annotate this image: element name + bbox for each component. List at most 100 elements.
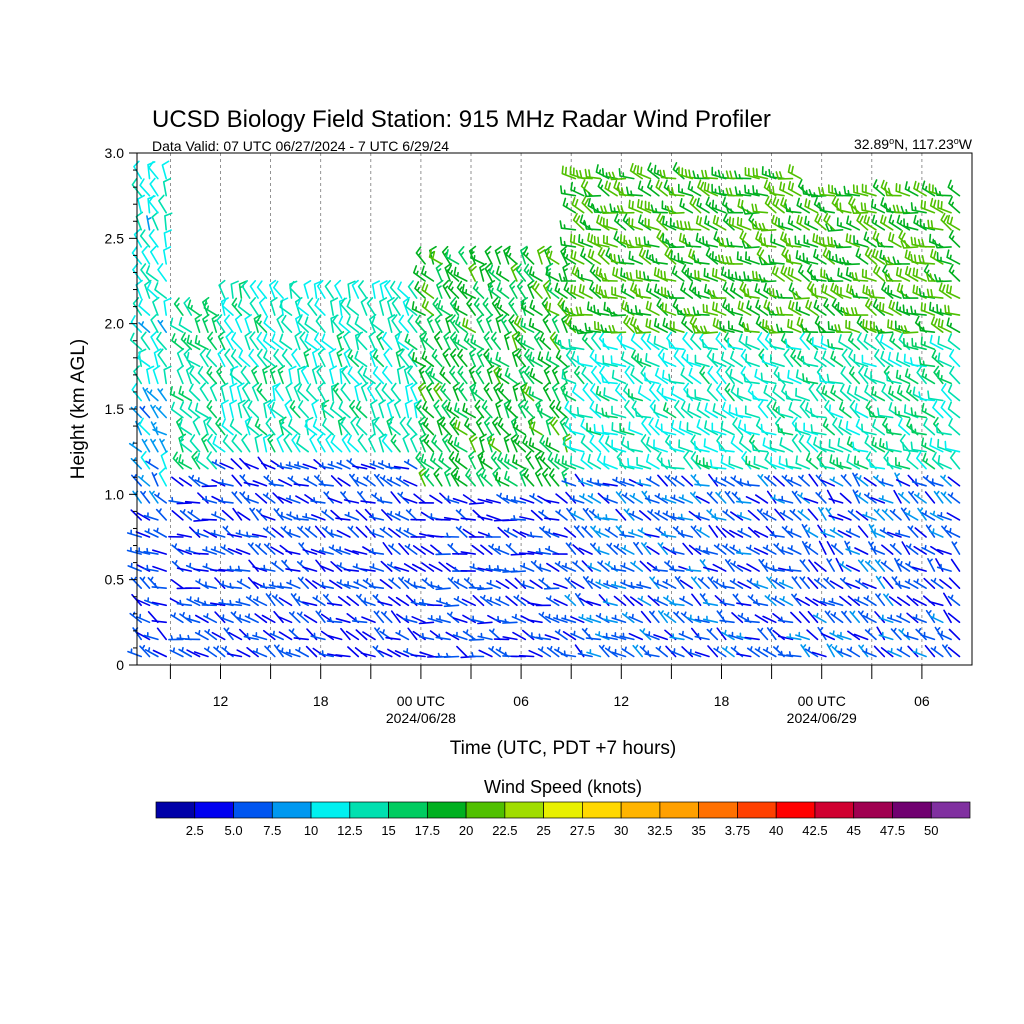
wind-barb [454,452,468,470]
wind-barb [271,594,284,607]
wind-barb [913,180,927,197]
wind-barb [153,527,167,538]
wind-barb [946,512,961,521]
wind-barb [216,314,226,333]
wind-barb [939,578,952,589]
wind-barb [781,525,794,538]
wind-barb [419,651,435,658]
wind-barb [627,581,643,589]
wind-barb [919,218,936,231]
wind-barb [783,348,794,368]
wind-barb [673,400,685,419]
wind-barb [479,594,493,607]
wind-barb [921,368,936,385]
wind-barb [886,456,902,470]
wind-barb [751,203,769,214]
wind-barb [421,265,435,282]
wind-barb [570,580,585,589]
wind-barb [231,491,243,504]
wind-barb [847,332,861,351]
wind-barb [923,418,936,436]
wind-barb [878,478,894,487]
wind-barb [156,331,167,351]
wind-barb [712,301,727,316]
wind-barb [570,181,585,197]
wind-barb [736,632,752,641]
wind-barb [544,517,560,521]
wind-barb [914,527,927,538]
wind-barb [140,490,151,504]
wind-barb [712,477,727,487]
wind-barb [646,476,660,487]
wind-barb [327,634,343,641]
wind-barb [735,407,752,419]
wind-barb [937,352,952,368]
wind-barb [889,543,902,555]
wind-barb [636,353,652,368]
wind-barb [825,273,844,282]
wind-barb [872,298,886,316]
wind-barb [619,422,635,436]
wind-barb [294,461,309,470]
wind-barb [816,382,827,402]
wind-barb [405,298,418,316]
wind-barb [274,382,284,402]
wind-barb [360,568,376,572]
wind-barb [523,468,535,487]
wind-barb [772,629,785,641]
wind-barb [494,245,503,265]
wind-barb [562,248,577,265]
wind-barb [404,543,418,555]
wind-barb [582,576,593,589]
wind-barb [178,477,193,487]
wind-barb [755,494,769,504]
wind-barb [243,632,259,641]
wind-barb [383,348,393,368]
wind-barb [578,477,593,487]
wind-barb [870,545,886,555]
wind-barb [626,186,643,197]
wind-barb [639,560,652,572]
wind-barb [821,283,835,299]
wind-barb [728,303,744,316]
colorbar-swatch [310,801,351,819]
wind-barb [478,649,493,658]
wind-barb [843,185,861,197]
wind-barb [882,263,894,282]
wind-barb [189,434,201,453]
wind-barb [846,215,861,231]
wind-barb [168,496,184,504]
wind-barb [570,249,585,265]
wind-barb [937,335,952,351]
wind-barb [602,355,618,368]
wind-barb [842,256,861,266]
wind-barb [435,633,451,641]
wind-barb [762,510,777,521]
wind-barb [678,630,694,641]
wind-barb [818,373,835,385]
wind-barb [519,580,535,589]
wind-barb [589,281,602,299]
wind-barb [398,314,410,333]
wind-barb [772,475,785,487]
wind-barb [632,644,643,658]
wind-barb [130,457,142,470]
wind-barb [186,649,201,658]
wind-barb [386,476,401,487]
wind-barb [741,206,760,215]
wind-barb [887,647,902,658]
wind-barb [797,492,810,504]
wind-barb [636,479,652,487]
wind-barb [864,560,877,572]
wind-barb [903,337,919,351]
wind-barb [813,299,827,316]
wind-barb [404,399,413,419]
wind-barb [531,280,543,299]
wind-barb [423,468,435,487]
wind-barb [581,195,593,214]
wind-barb [595,579,610,589]
wind-barb [388,527,401,538]
wind-barb [242,382,251,402]
wind-barb [210,602,226,607]
wind-barb [623,594,635,607]
